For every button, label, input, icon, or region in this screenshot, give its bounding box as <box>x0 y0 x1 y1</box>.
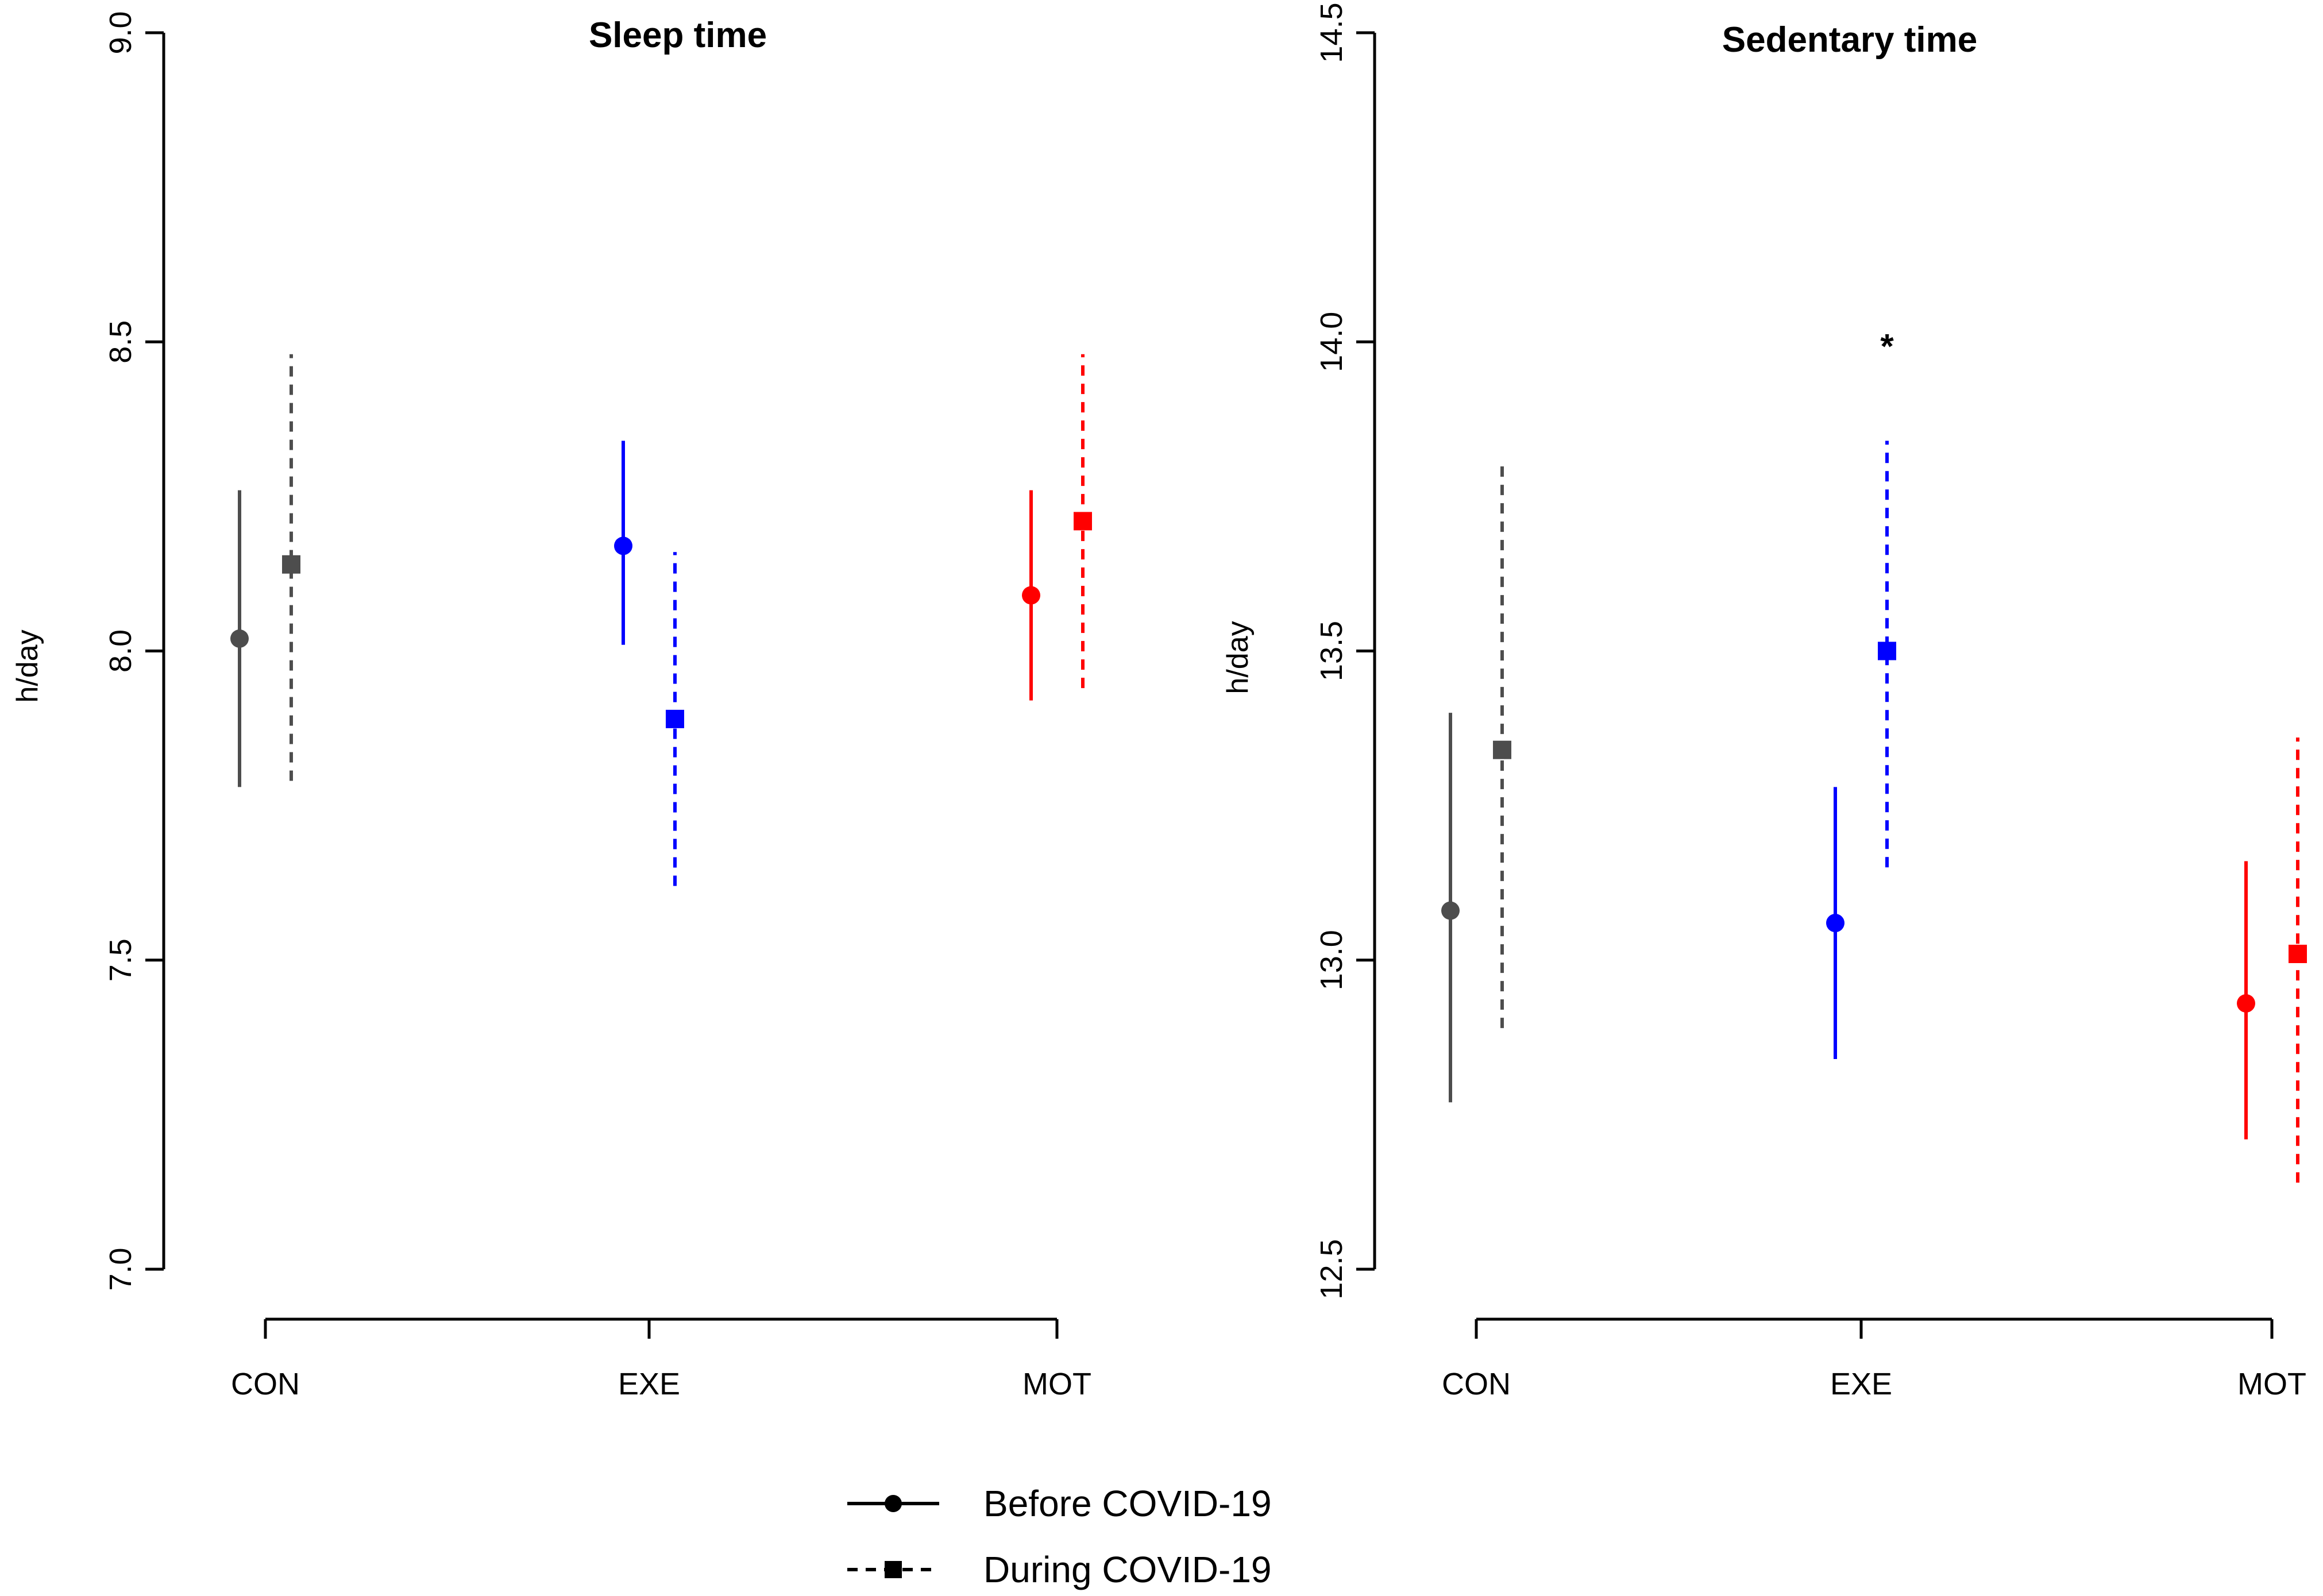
point-exe-during <box>666 709 684 728</box>
y-tick-label: 14.0 <box>1314 312 1349 372</box>
x-tick-label: CON <box>231 1367 300 1401</box>
x-tick-label: CON <box>1442 1367 1511 1401</box>
y-tick-label: 8.0 <box>103 629 138 673</box>
point-con-during <box>1493 740 1511 759</box>
point-mot-before <box>1022 586 1040 605</box>
panel-title: Sleep time <box>589 16 767 55</box>
y-tick-label: 9.0 <box>103 11 138 54</box>
y-tick-label: 8.5 <box>103 320 138 364</box>
y-tick-label: 14.5 <box>1314 2 1349 63</box>
point-exe-before <box>614 536 632 555</box>
sedentary-time-panel: Sedentary time 12.5 13.0 13.5 14.0 14.5 h/day C… <box>1221 2 2307 1401</box>
y-tick-label: 7.0 <box>103 1247 138 1290</box>
legend-during-marker <box>885 1561 902 1578</box>
x-tick-label: EXE <box>1830 1367 1892 1401</box>
legend-during-label: During COVID-19 <box>983 1549 1272 1590</box>
legend: Before COVID-19 During COVID-19 <box>847 1483 1272 1590</box>
y-tick-label: 13.0 <box>1314 930 1349 990</box>
x-tick-label: MOT <box>2237 1367 2306 1401</box>
legend-before-marker <box>885 1495 902 1512</box>
x-tick-label: EXE <box>618 1367 680 1401</box>
panel-title: Sedentary time <box>1722 20 1978 60</box>
y-tick-label: 13.5 <box>1314 621 1349 681</box>
x-tick-label: MOT <box>1022 1367 1091 1401</box>
y-axis-title: h/day <box>11 629 44 702</box>
sleep-time-panel: Sleep time 7.0 7.5 8.0 8.5 9.0 h/day CON EXE MOT <box>11 11 1092 1401</box>
point-con-during <box>282 555 300 574</box>
y-axis-title: h/day <box>1221 621 1255 694</box>
point-con-before <box>1441 901 1460 920</box>
y-tick-label: 7.5 <box>103 938 138 981</box>
point-mot-during <box>1074 512 1092 531</box>
point-exe-during <box>1878 642 1896 660</box>
point-exe-before <box>1826 914 1844 933</box>
point-con-before <box>230 629 249 648</box>
significance-star: * <box>1880 327 1894 365</box>
legend-before-label: Before COVID-19 <box>983 1483 1272 1524</box>
point-mot-during <box>2289 944 2307 963</box>
point-mot-before <box>2237 994 2255 1013</box>
y-tick-label: 12.5 <box>1314 1239 1349 1299</box>
